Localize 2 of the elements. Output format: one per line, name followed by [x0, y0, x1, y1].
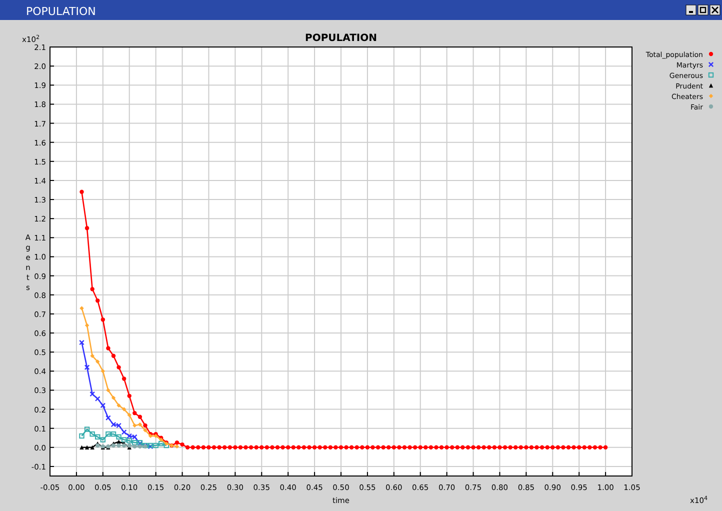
text: POPULATION [26, 5, 96, 18]
chart-title: POPULATION [304, 33, 378, 44]
